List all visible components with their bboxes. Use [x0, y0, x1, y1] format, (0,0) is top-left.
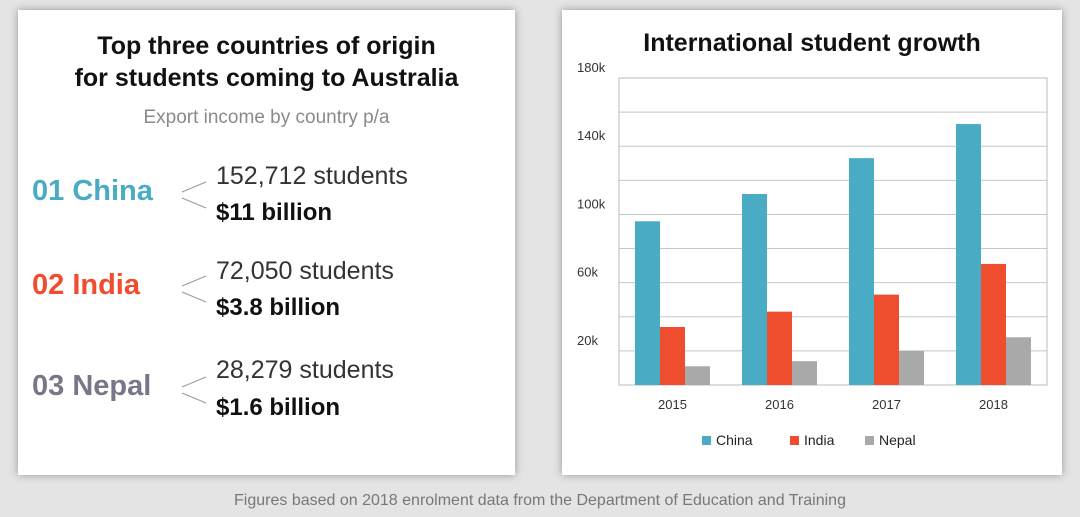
chart-title: International student growth — [643, 29, 981, 57]
panel-subtitle: Export income by country p/a — [143, 107, 390, 128]
legend-swatch-china — [702, 436, 711, 445]
x-tick-label: 2015 — [658, 397, 687, 412]
country-rank-china: 01 China — [32, 175, 153, 207]
connector-icon — [181, 376, 207, 404]
bar-china-2016 — [742, 193, 767, 385]
panel-title: Top three countries of origin for studen… — [18, 30, 515, 94]
bar-india-2016 — [767, 311, 792, 385]
y-tick-label: 60k — [577, 265, 598, 280]
legend-swatch-india — [790, 436, 799, 445]
bar-china-2015 — [635, 221, 660, 385]
legend-label-china: China — [716, 432, 753, 448]
y-tick-label: 100k — [577, 196, 606, 211]
x-tick-label: 2017 — [872, 397, 901, 412]
bar-nepal-2017 — [899, 350, 924, 385]
bar-nepal-2016 — [792, 361, 817, 385]
student-count-india: 72,050 students — [216, 257, 394, 285]
x-tick-label: 2018 — [979, 397, 1008, 412]
panel-title-line-2: for students coming to Australia — [74, 64, 459, 92]
bar-nepal-2015 — [685, 366, 710, 385]
student-count-china: 152,712 students — [216, 162, 408, 190]
panel-title-line-1: Top three countries of origin — [97, 32, 436, 60]
bar-india-2015 — [660, 327, 685, 385]
x-tick-label: 2016 — [765, 397, 794, 412]
plot-frame — [618, 77, 1048, 386]
y-tick-label: 140k — [577, 128, 606, 143]
source-footnote: Figures based on 2018 enrolment data fro… — [234, 492, 846, 509]
bar-china-2018 — [956, 124, 981, 386]
bar-chart: 20k 60k 100k 140k 180k 2015 2016 2017 2018 China I… — [577, 60, 1048, 448]
income-china: $11 billion — [216, 199, 333, 226]
bar-india-2017 — [874, 294, 899, 385]
income-nepal: $1.6 billion — [216, 394, 341, 421]
income-india: $3.8 billion — [216, 294, 341, 321]
y-tick-label: 180k — [577, 60, 606, 75]
country-rank-india: 02 India — [32, 269, 140, 301]
connector-icon — [181, 181, 207, 209]
y-tick-label: 20k — [577, 333, 598, 348]
legend-swatch-nepal — [865, 436, 874, 445]
student-count-nepal: 28,279 students — [216, 356, 394, 384]
country-rank-nepal: 03 Nepal — [32, 370, 152, 402]
bar-india-2018 — [981, 263, 1006, 385]
connector-icon — [181, 275, 207, 303]
bar-china-2017 — [849, 158, 874, 385]
country-summary-panel: Top three countries of origin for studen… — [18, 10, 515, 475]
legend-label-nepal: Nepal — [879, 432, 916, 448]
legend-label-india: India — [804, 432, 835, 448]
growth-chart-panel: International student growth 20k 60k 100k 1… — [562, 10, 1062, 475]
bar-nepal-2018 — [1006, 337, 1031, 385]
